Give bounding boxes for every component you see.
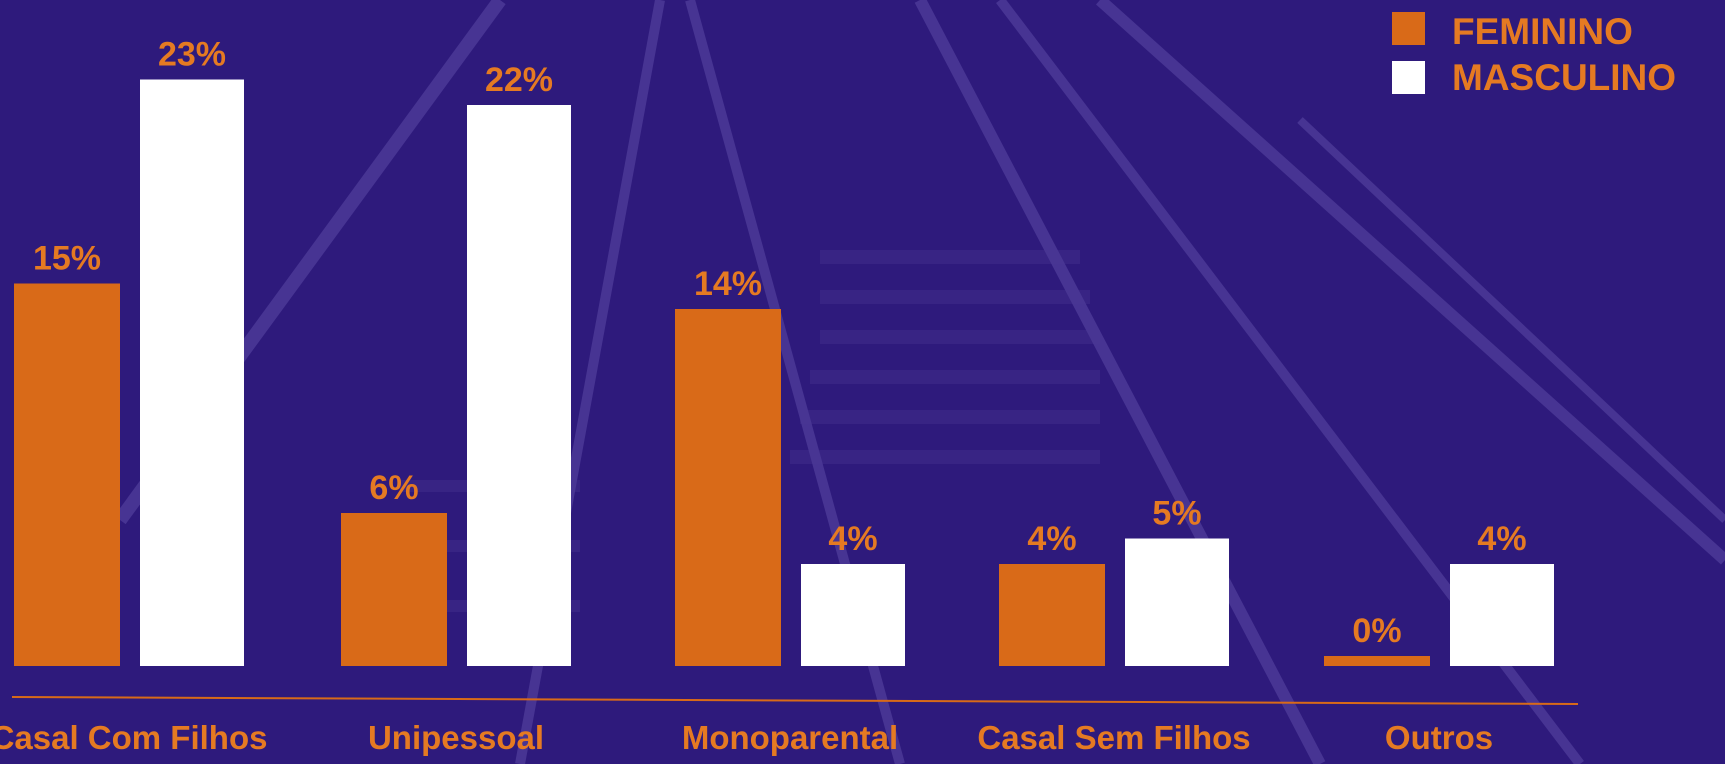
bar-feminino-casal-sem-filhos	[999, 564, 1105, 666]
bars	[14, 79, 1554, 666]
value-labels: 15% 23% 6% 22% 14% 4% 4% 5% 0% 4%	[33, 36, 1527, 651]
category-label-outros: Outros	[1385, 719, 1493, 756]
bar-masculino-outros	[1450, 564, 1554, 666]
bar-masculino-unipessoal	[467, 105, 571, 666]
legend-swatch-feminino	[1392, 12, 1425, 45]
category-label-unipessoal: Unipessoal	[368, 719, 544, 756]
legend-label-masculino: MASCULINO	[1452, 57, 1676, 98]
bar-feminino-unipessoal	[341, 513, 447, 666]
bar-feminino-casal-com-filhos	[14, 283, 120, 666]
value-label-masculino-casal-com-filhos: 23%	[158, 36, 226, 74]
bar-masculino-casal-com-filhos	[140, 79, 244, 666]
value-label-feminino-monoparental: 14%	[694, 265, 762, 303]
value-label-feminino-casal-sem-filhos: 4%	[1027, 520, 1076, 558]
category-labels: Casal Com Filhos Unipessoal Monoparental Ca…	[0, 719, 1493, 756]
bar-feminino-monoparental	[675, 309, 781, 666]
legend-label-feminino: FEMININO	[1452, 11, 1633, 52]
category-label-monoparental: Monoparental	[682, 719, 898, 756]
value-label-feminino-outros: 0%	[1352, 612, 1401, 650]
value-label-feminino-casal-com-filhos: 15%	[33, 240, 101, 278]
bar-masculino-monoparental	[801, 564, 905, 666]
category-label-casal-sem-filhos: Casal Sem Filhos	[977, 719, 1250, 756]
bar-masculino-casal-sem-filhos	[1125, 538, 1229, 666]
value-label-masculino-outros: 4%	[1477, 520, 1526, 558]
value-label-feminino-unipessoal: 6%	[369, 469, 418, 507]
bar-feminino-outros	[1324, 656, 1430, 666]
x-axis-line	[11, 696, 1579, 705]
legend: FEMININO MASCULINO	[1392, 11, 1676, 98]
value-label-masculino-unipessoal: 22%	[485, 61, 553, 99]
value-label-masculino-monoparental: 4%	[828, 520, 877, 558]
category-label-casal-com-filhos: Casal Com Filhos	[0, 719, 267, 756]
legend-swatch-masculino	[1392, 61, 1425, 94]
value-label-masculino-casal-sem-filhos: 5%	[1152, 495, 1201, 533]
